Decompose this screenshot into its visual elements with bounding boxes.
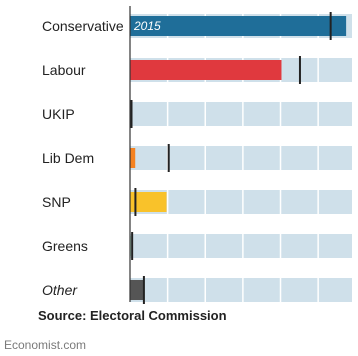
label-snp: SNP [42, 194, 71, 210]
bar-labour [130, 60, 282, 80]
category-labels: Conservative Labour UKIP Lib Dem SNP Greens Ot… [42, 18, 124, 298]
label-ukip: UKIP [42, 106, 75, 122]
source-note: Source: Electoral Commission [38, 308, 227, 323]
label-lib-dem: Lib Dem [42, 150, 94, 166]
bar-snp [130, 192, 167, 212]
brand-text: Economist.com [4, 338, 87, 352]
label-greens: Greens [42, 238, 88, 254]
bar-lib-dem [130, 148, 136, 168]
comparison-ticks [130, 12, 332, 304]
label-conservative: Conservative [42, 18, 124, 34]
inline-label-2015: 2015 [133, 19, 161, 33]
bar-conservative [130, 16, 347, 36]
gridlines [166, 4, 319, 302]
bars [130, 16, 347, 300]
label-labour: Labour [42, 62, 86, 78]
bar-other [130, 280, 145, 300]
label-other: Other [42, 282, 78, 298]
